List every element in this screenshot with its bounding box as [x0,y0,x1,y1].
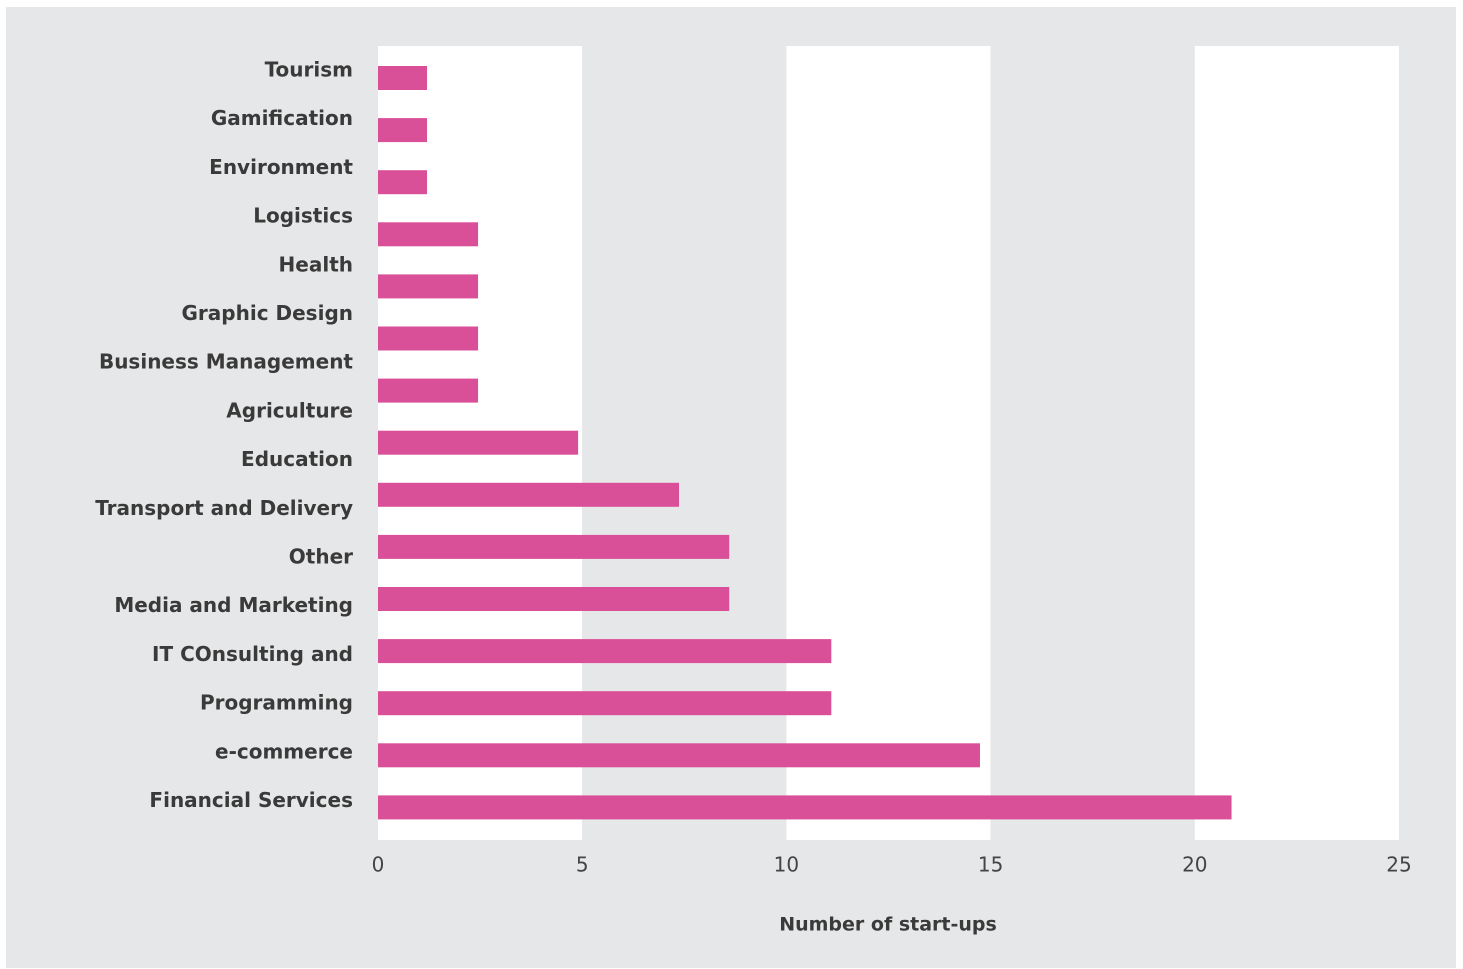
y-tick-label: Tourism [265,58,353,82]
y-tick-label: Education [241,447,353,471]
bar [378,430,579,455]
bar [378,587,730,611]
y-tick-label: Graphic Design [182,301,353,325]
bar [378,326,479,351]
x-tick-label: 20 [1182,853,1207,877]
grid-band [1194,46,1399,840]
y-tick-label: IT COnsulting and [152,642,353,666]
bar [378,118,428,143]
y-tick-label: Business Management [99,350,353,374]
bar [378,743,980,768]
bar [378,170,428,195]
bar [378,795,1232,820]
x-tick-label: 15 [978,853,1003,877]
y-tick-label: Agriculture [226,398,353,422]
bar [378,691,832,716]
y-tick-label: e-commerce [215,739,353,763]
x-tick-label: 0 [372,853,385,877]
x-tick-label: 10 [774,853,799,877]
bar [378,378,479,403]
bar [378,274,479,299]
bar [378,66,428,90]
y-tick-label: Logistics [253,204,353,228]
y-tick-label: Health [279,252,353,276]
y-tick-label: Gamification [211,106,353,130]
bar [378,482,679,507]
x-tick-label: 5 [576,853,589,877]
bar [378,534,730,559]
y-tick-label: Media and Marketing [114,593,353,617]
y-tick-label: Transport and Delivery [95,496,353,520]
grid-band [990,46,1195,840]
y-tick-label: Financial Services [149,788,353,812]
x-tick-label: 25 [1386,853,1411,877]
grid-band [582,46,787,840]
y-tick-label: Programming [200,691,353,715]
bar [378,222,479,247]
y-tick-label: Other [289,545,353,569]
bar [378,639,832,664]
y-tick-label: Environment [209,155,353,179]
x-axis-title: Number of start-ups [779,914,997,936]
grid-band [786,46,991,840]
